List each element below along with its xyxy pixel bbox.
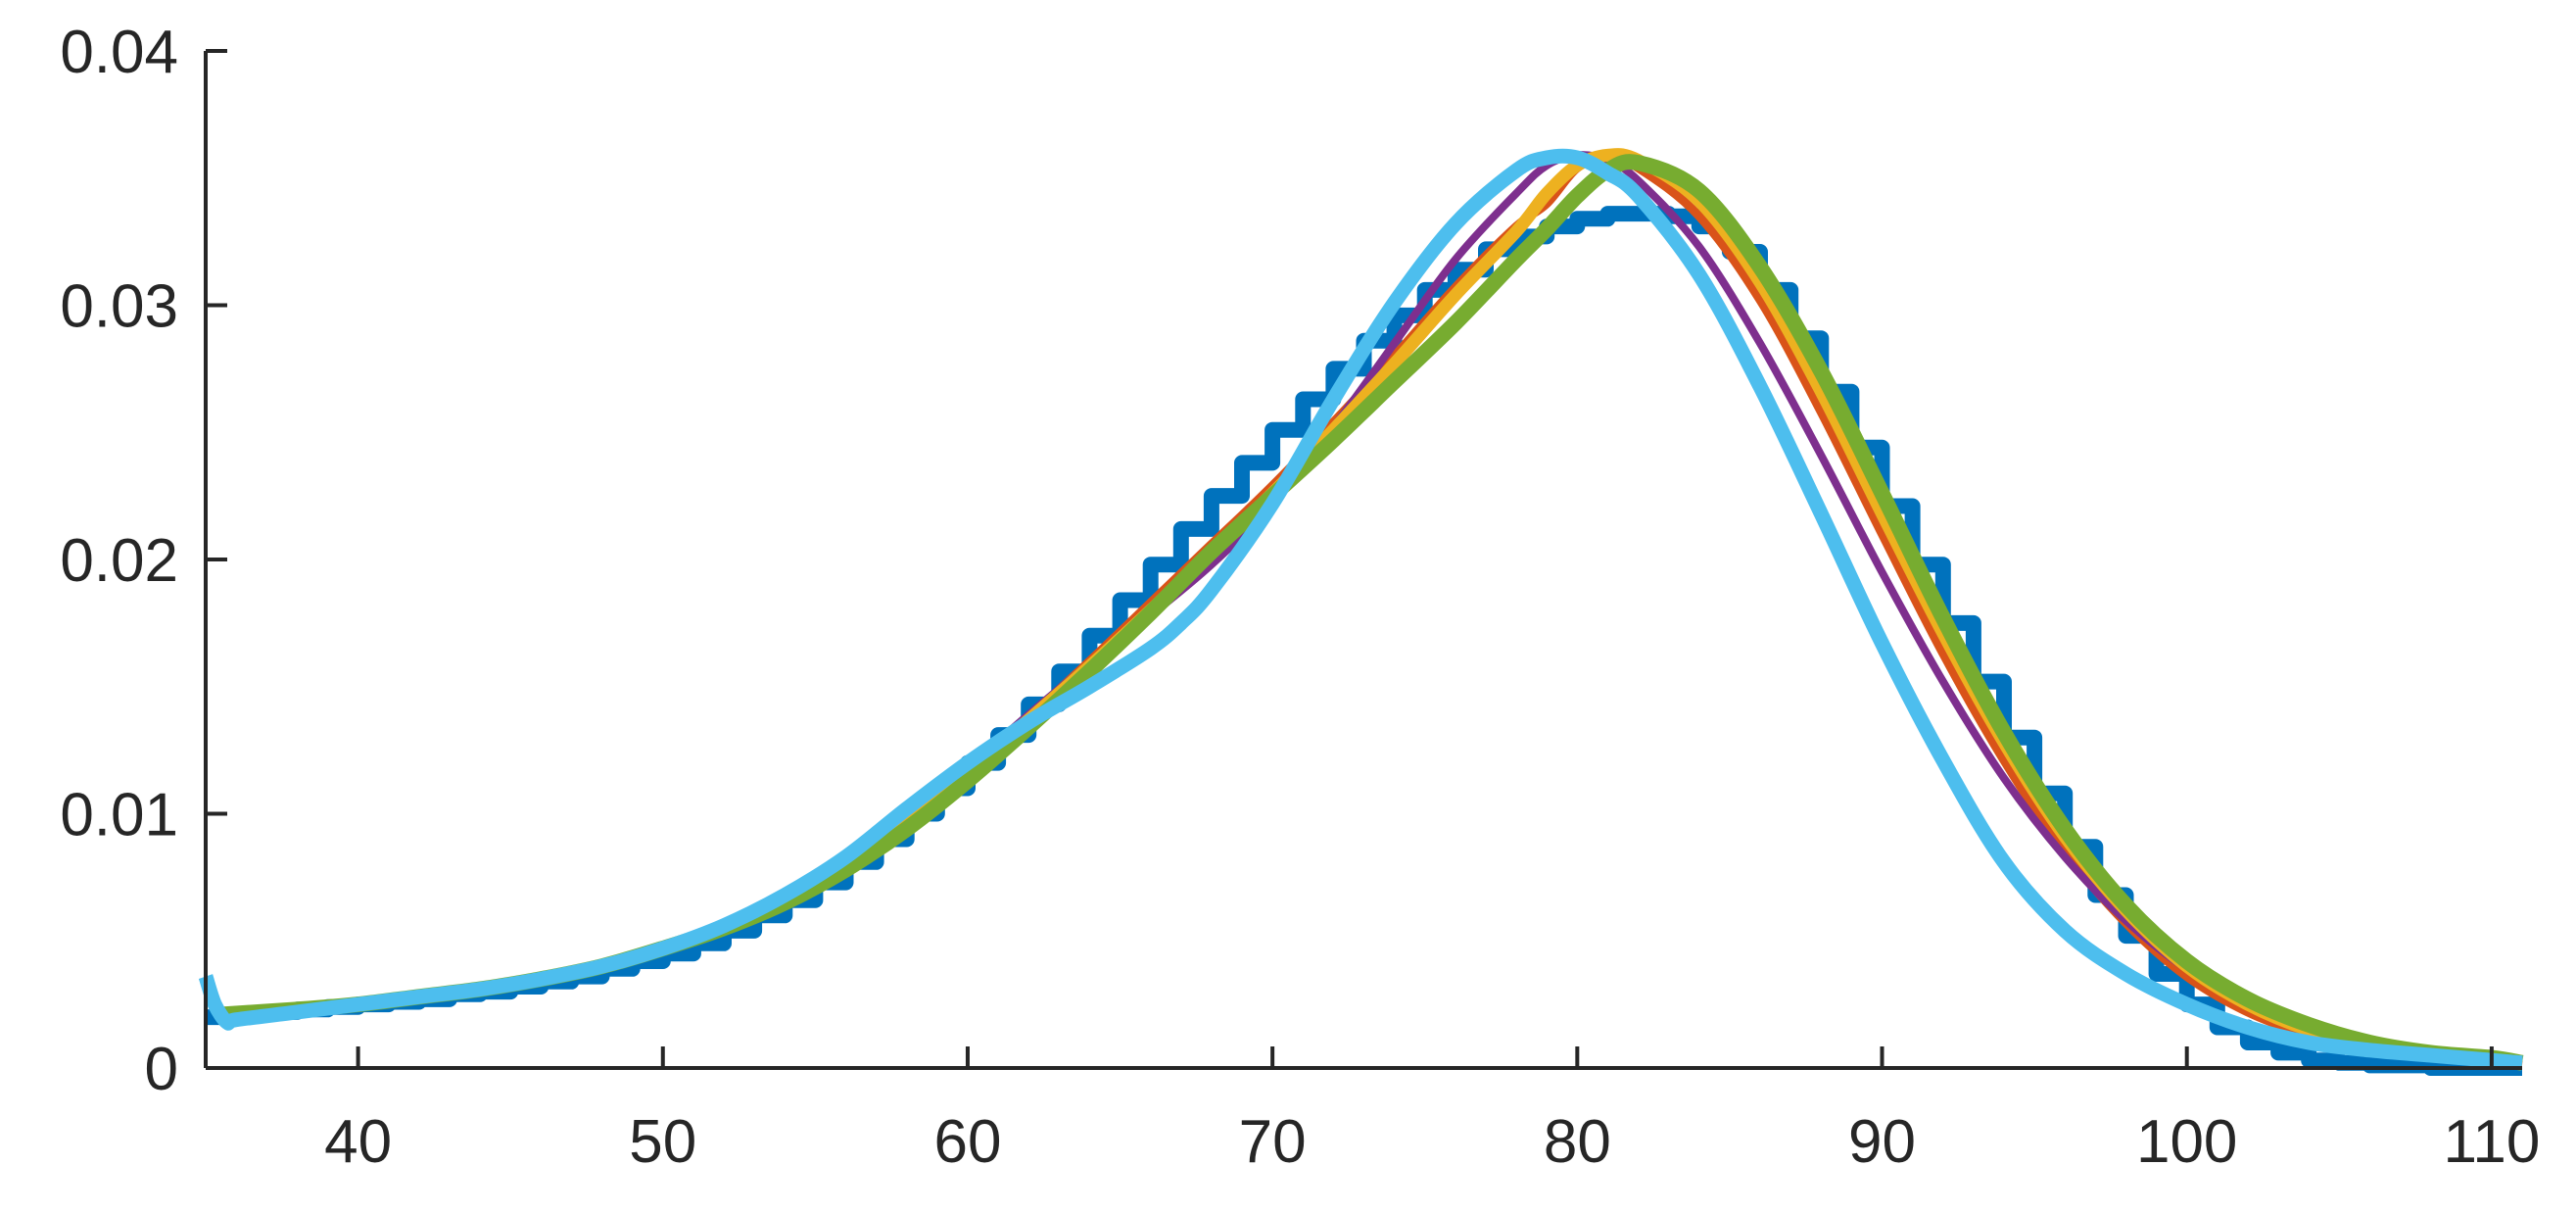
series-line-6: [198, 148, 2523, 1071]
x-tick-label: 40: [324, 1108, 392, 1176]
x-tick-label: 60: [933, 1108, 1001, 1176]
x-tick-label: 50: [629, 1108, 696, 1176]
series-layer: [198, 148, 2524, 1076]
x-tick-label: 100: [2136, 1108, 2237, 1176]
y-tick-label: 0: [145, 1036, 178, 1103]
x-tick-label: 70: [1239, 1108, 1307, 1176]
x-tick-label: 90: [1848, 1108, 1916, 1176]
series-line-3: [220, 151, 2523, 1065]
y-tick-label: 0.04: [60, 19, 178, 86]
x-tick-label: 110: [2443, 1108, 2540, 1176]
axes-layer: 40 50 60 70 80 90 100 110 0 0.01 0.02 0.03 0.04: [60, 19, 2540, 1176]
y-tick-label: 0.02: [60, 527, 178, 595]
series-line-2: [220, 153, 2523, 1070]
series-line-4: [220, 148, 2523, 1070]
x-tick-label: 80: [1544, 1108, 1611, 1176]
y-tick-label: 0.01: [60, 782, 178, 850]
series-line-5: [220, 154, 2524, 1071]
y-tick-label: 0.03: [60, 273, 178, 341]
